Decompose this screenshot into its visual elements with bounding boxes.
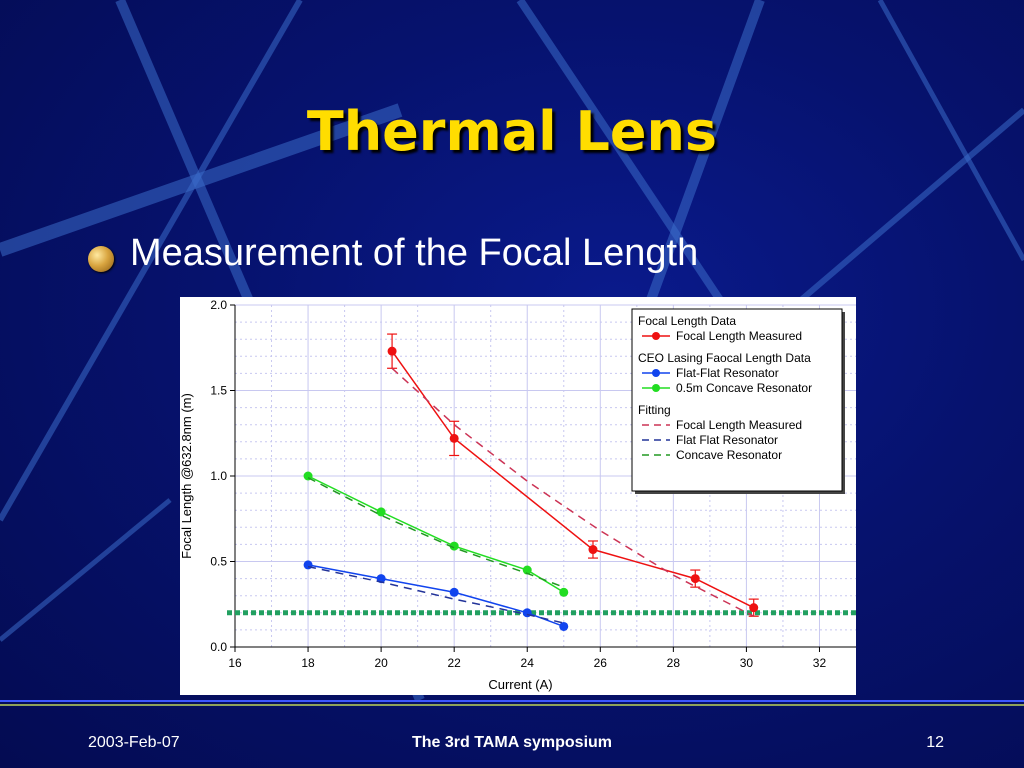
y-tick-label: 1.0 bbox=[210, 469, 227, 483]
footer-divider-olive bbox=[0, 704, 1024, 706]
data-point bbox=[449, 541, 459, 551]
legend-entry-label: Flat-Flat Resonator bbox=[676, 366, 779, 380]
x-tick-label: 28 bbox=[667, 656, 681, 670]
footer-page-number: 12 bbox=[926, 734, 944, 751]
fit-line bbox=[391, 367, 755, 617]
footer-event-title: The 3rd TAMA symposium bbox=[411, 734, 613, 751]
footer-divider-blue bbox=[0, 700, 1024, 702]
legend-group-title: CEO Lasing Faocal Length Data bbox=[638, 351, 811, 365]
data-point bbox=[559, 587, 569, 597]
x-tick-label: 32 bbox=[813, 656, 827, 670]
legend-box bbox=[631, 308, 843, 492]
legend-group-title: Focal Length Data bbox=[638, 314, 736, 328]
legend-swatch-marker bbox=[652, 384, 660, 392]
data-point bbox=[522, 565, 532, 575]
data-point bbox=[387, 346, 397, 356]
legend-entry-label: 0.5m Concave Resonator bbox=[676, 381, 812, 395]
fit-line bbox=[307, 477, 565, 588]
x-tick-label: 30 bbox=[740, 656, 754, 670]
y-tick-label: 0.5 bbox=[210, 555, 227, 569]
data-point bbox=[588, 545, 598, 555]
legend-entry-label: Flat Flat Resonator bbox=[676, 433, 778, 447]
legend-group-title: Fitting bbox=[638, 403, 671, 417]
data-point bbox=[690, 574, 700, 584]
chart-canvas: 16 18 20 22 24 26 28 30 32 0.0 0.5 1.0 1.5 2.0 Current… bbox=[180, 298, 856, 692]
x-tick-label: 26 bbox=[594, 656, 608, 670]
y-axis-label: Focal Length @632.8nm (m) bbox=[180, 393, 194, 559]
slide-title: Thermal Lens bbox=[306, 100, 718, 163]
data-point bbox=[449, 587, 459, 597]
data-point bbox=[559, 621, 569, 631]
data-point bbox=[303, 560, 313, 570]
data-point bbox=[749, 603, 759, 613]
focal-length-chart: 16 18 20 22 24 26 28 30 32 0.0 0.5 1.0 1.5 2.0 Current… bbox=[180, 297, 856, 695]
y-tick-label: 2.0 bbox=[210, 298, 227, 312]
x-tick-label: 20 bbox=[374, 656, 388, 670]
x-tick-label: 18 bbox=[301, 656, 315, 670]
y-tick-label: 0.0 bbox=[210, 640, 227, 654]
x-tick-label: 24 bbox=[521, 656, 535, 670]
footer-date: 2003-Feb-07 bbox=[88, 734, 180, 751]
legend-entry-label: Focal Length Measured bbox=[676, 329, 802, 343]
bullet-sphere-icon bbox=[88, 246, 114, 272]
data-point bbox=[376, 507, 386, 517]
y-tick-label: 1.5 bbox=[210, 384, 227, 398]
legend-swatch-marker bbox=[652, 369, 660, 377]
x-tick-label: 22 bbox=[447, 656, 461, 670]
legend-entry-label: Focal Length Measured bbox=[676, 418, 802, 432]
x-axis-label: Current (A) bbox=[488, 677, 552, 692]
data-point bbox=[449, 433, 459, 443]
fit-line bbox=[307, 565, 564, 624]
legend-swatch-marker bbox=[652, 332, 660, 340]
bullet-text: Measurement of the Focal Length bbox=[130, 232, 699, 274]
x-tick-label: 16 bbox=[228, 656, 242, 670]
legend-entry-label: Concave Resonator bbox=[676, 448, 782, 462]
